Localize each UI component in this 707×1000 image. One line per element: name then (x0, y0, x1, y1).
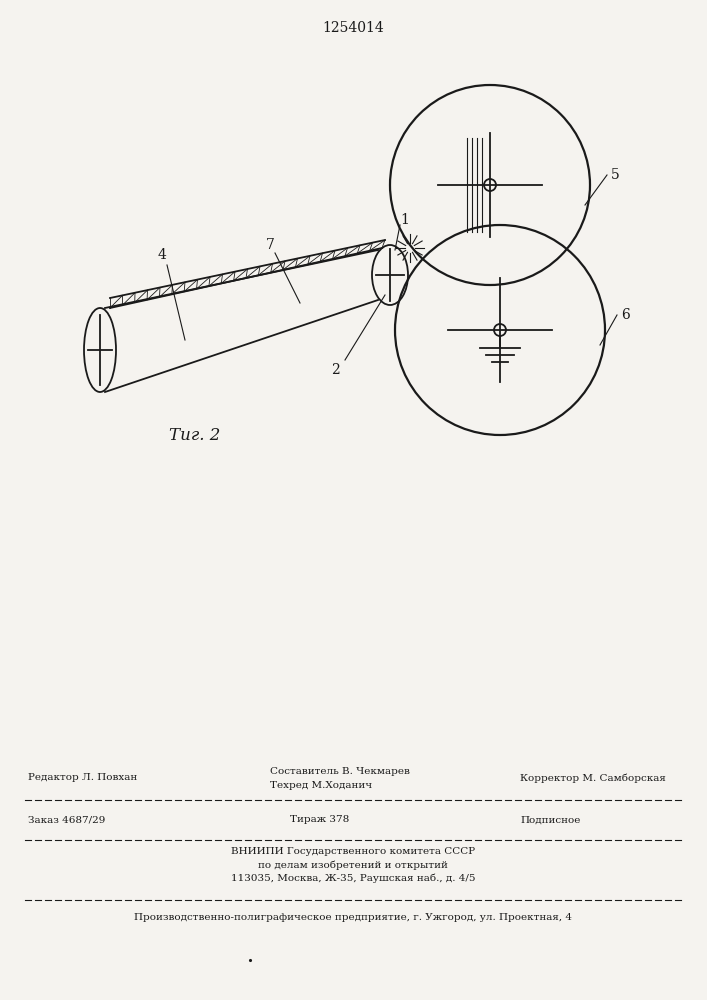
Text: 1254014: 1254014 (322, 21, 384, 35)
Text: Техред М.Ходанич: Техред М.Ходанич (270, 782, 372, 790)
Text: Заказ 4687/29: Заказ 4687/29 (28, 816, 105, 824)
Text: Τиг. 2: Τиг. 2 (169, 426, 221, 444)
Text: Тираж 378: Тираж 378 (290, 816, 349, 824)
Text: по делам изобретений и открытий: по делам изобретений и открытий (258, 860, 448, 870)
Text: 5: 5 (611, 168, 619, 182)
Text: 7: 7 (266, 238, 274, 252)
Text: ВНИИПИ Государственного комитета СССР: ВНИИПИ Государственного комитета СССР (231, 848, 475, 856)
Text: Составитель В. Чекмарев: Составитель В. Чекмарев (270, 768, 410, 776)
Text: 1: 1 (401, 213, 409, 227)
Text: 4: 4 (158, 248, 166, 262)
Text: Подписное: Подписное (520, 816, 580, 824)
Text: Корректор М. Самборская: Корректор М. Самборская (520, 773, 666, 783)
Text: Редактор Л. Повхан: Редактор Л. Повхан (28, 774, 137, 782)
Text: Производственно-полиграфическое предприятие, г. Ужгород, ул. Проектная, 4: Производственно-полиграфическое предприя… (134, 914, 572, 922)
Text: 113035, Москва, Ж-35, Раушская наб., д. 4/5: 113035, Москва, Ж-35, Раушская наб., д. … (230, 873, 475, 883)
Text: 2: 2 (331, 363, 339, 377)
Text: 6: 6 (621, 308, 629, 322)
